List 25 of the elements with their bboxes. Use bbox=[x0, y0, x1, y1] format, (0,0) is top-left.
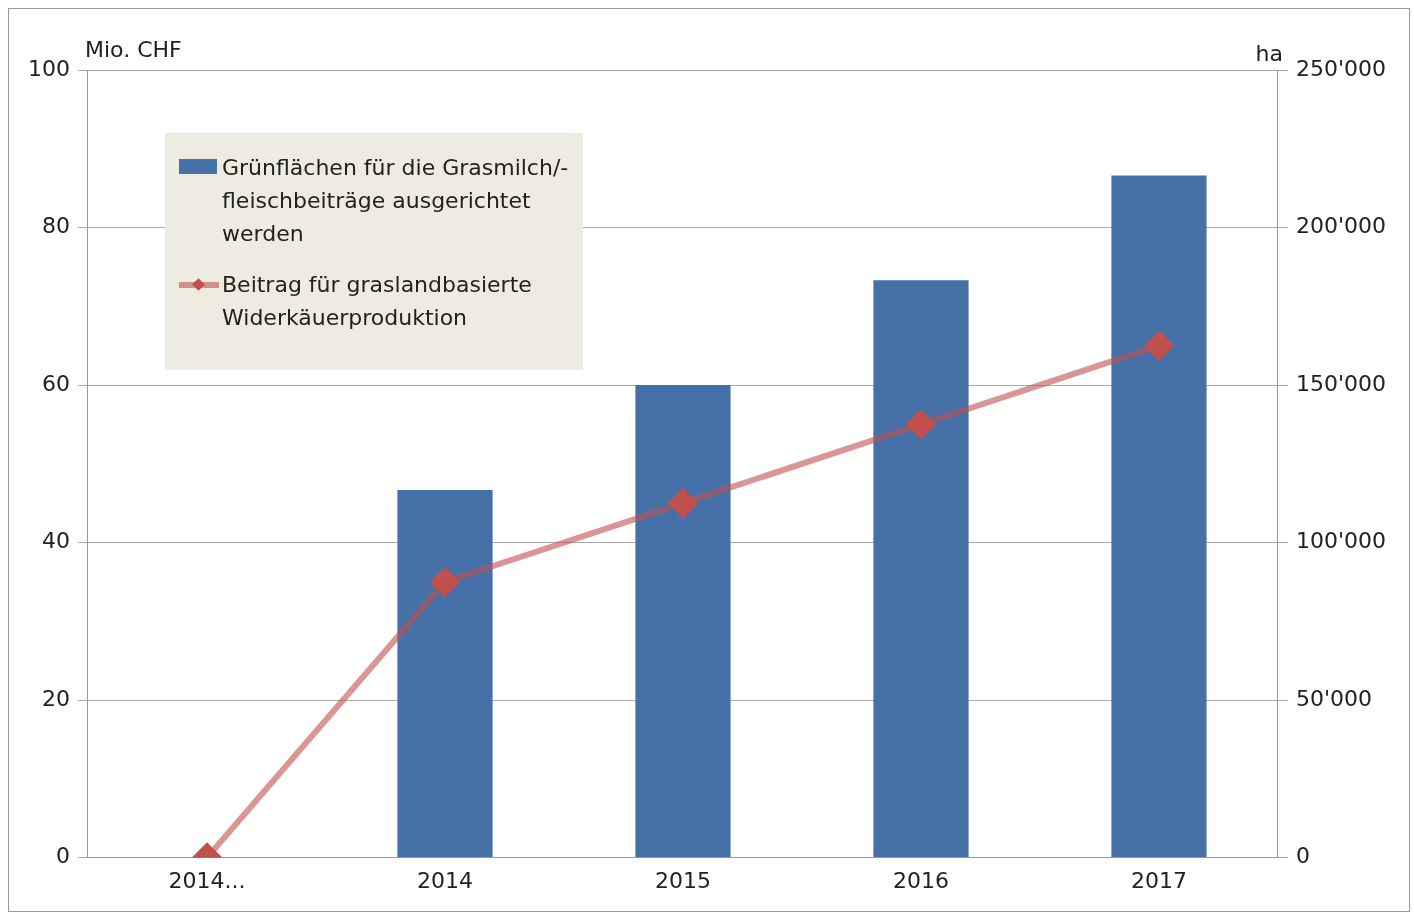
legend-label: Beitrag für graslandbasierte Widerkäuerproduktion bbox=[222, 271, 533, 332]
bar bbox=[1111, 175, 1207, 858]
y2-tick-label: 50'000 bbox=[1295, 685, 1373, 711]
bar bbox=[873, 280, 969, 858]
x-tick-label: 2015 bbox=[654, 867, 711, 893]
y-axis-title: Mio. CHF bbox=[85, 36, 182, 62]
y-tick-label: 0 bbox=[55, 843, 70, 869]
y2-tick-label: 0 bbox=[1295, 843, 1310, 869]
y-tick-label: 40 bbox=[41, 528, 70, 554]
x-tick-label: 2014 bbox=[416, 867, 473, 893]
bar bbox=[397, 489, 493, 858]
y2-tick-label: 150'000 bbox=[1295, 370, 1386, 396]
x-tick-label: 2014... bbox=[168, 867, 246, 893]
y-tick-label: 60 bbox=[41, 370, 70, 396]
x-tick-label: 2016 bbox=[892, 867, 949, 893]
y-tick-label: 100 bbox=[27, 55, 70, 81]
y-tick-label: 80 bbox=[41, 213, 70, 239]
x-tick-label: 2017 bbox=[1130, 867, 1187, 893]
y2-tick-label: 250'000 bbox=[1295, 55, 1386, 81]
bar bbox=[635, 385, 731, 858]
legend-label: Grünflächen für die Grasmilch/-fleischbeiträge ausgerichtet werden bbox=[222, 154, 569, 248]
y2-tick-label: 100'000 bbox=[1295, 528, 1386, 554]
y2-tick-label: 200'000 bbox=[1295, 213, 1386, 239]
y2-axis-title: ha bbox=[1255, 40, 1283, 66]
y-tick-label: 20 bbox=[41, 685, 70, 711]
